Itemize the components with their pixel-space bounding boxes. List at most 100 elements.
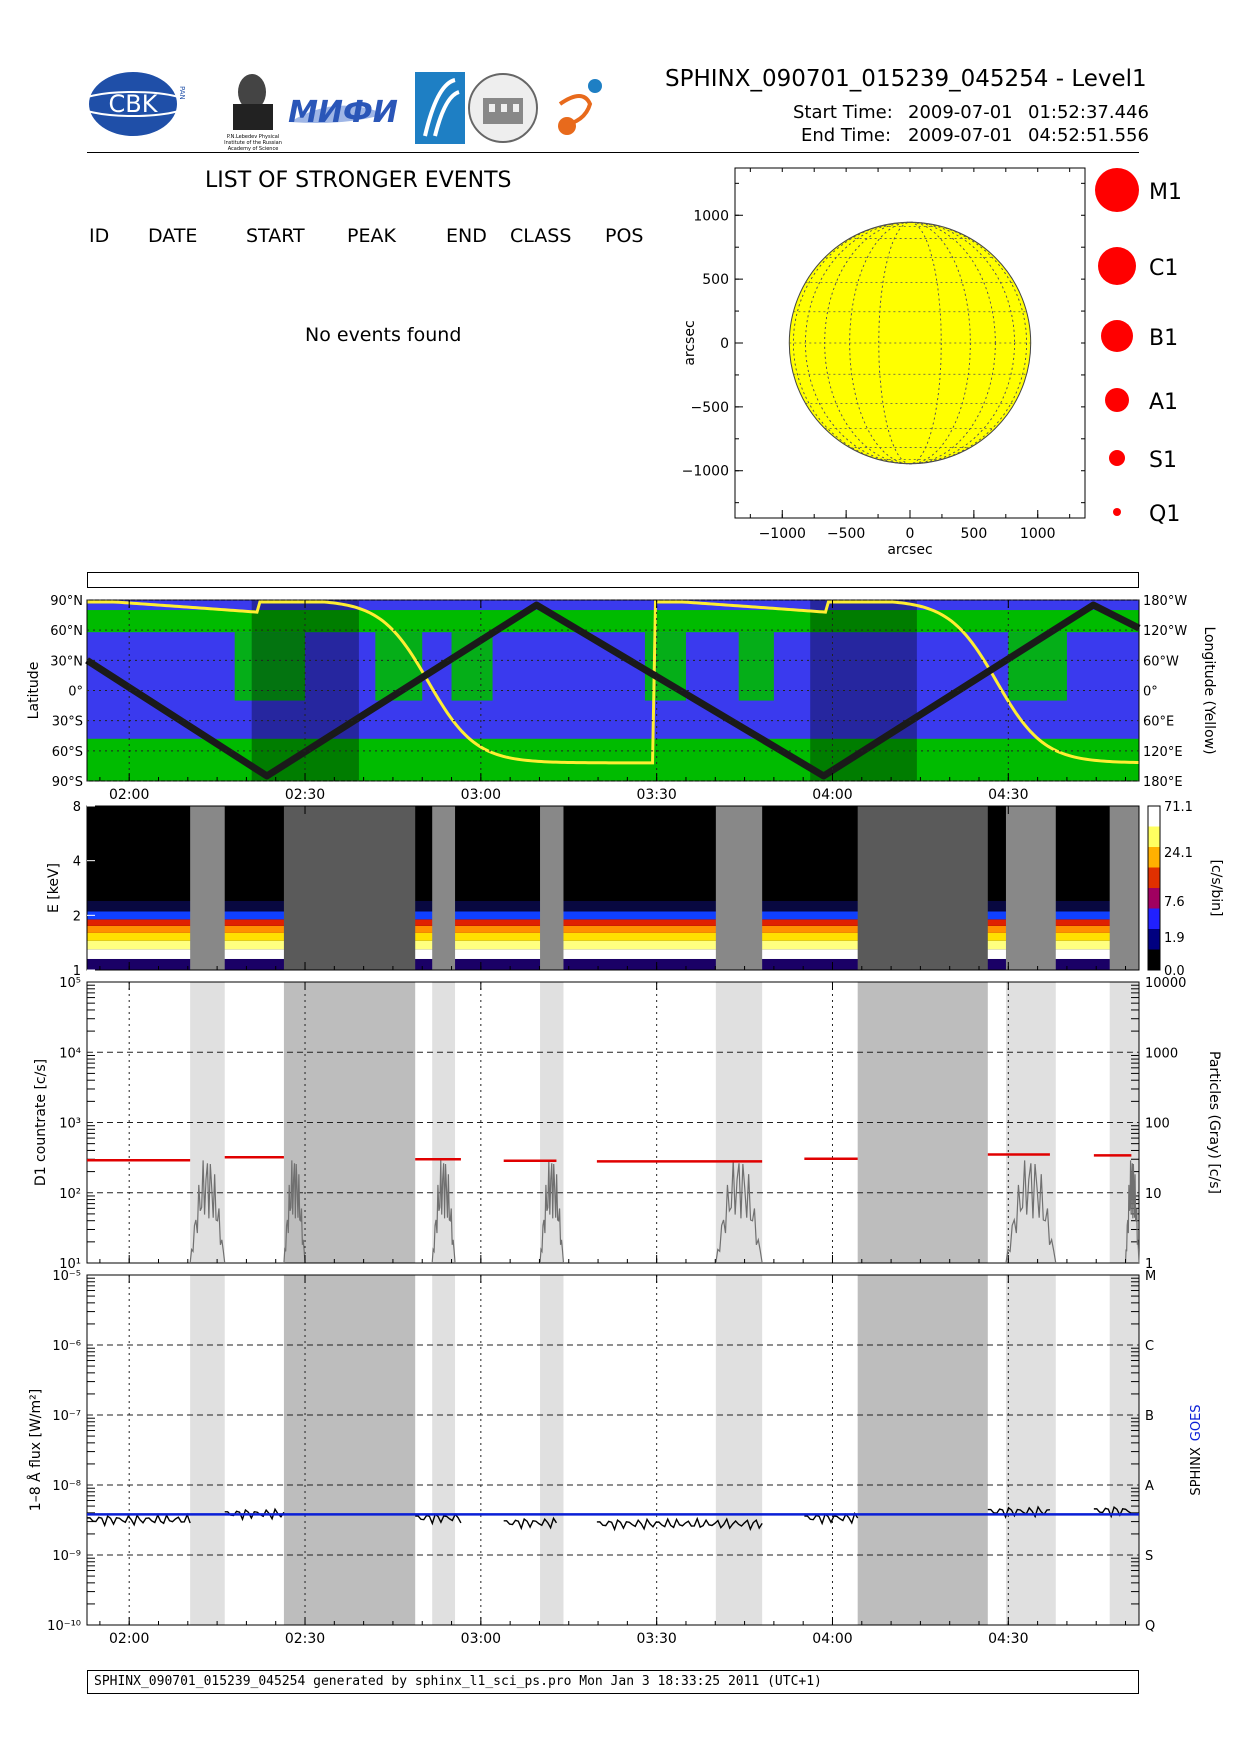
end-date: 2009-07-01 [908, 125, 1013, 146]
flux-y2tick-label: A [1145, 1479, 1154, 1494]
class-legend-label: C1 [1149, 256, 1178, 281]
time-tick-label: 02:00 [109, 787, 149, 803]
sphinx-flux-line [415, 1513, 462, 1526]
footer-caption: SPHINX_090701_015239_045254 generated by… [87, 1670, 1139, 1694]
solar-longitude-line [824, 221, 996, 465]
spectrogram-gap-dark [283, 806, 416, 970]
class-legend-label: B1 [1149, 326, 1178, 351]
flux-y2tick-label: B [1145, 1409, 1154, 1424]
start-time-label: Start Time: [793, 102, 893, 123]
sun-map-xtick-label: −500 [827, 526, 865, 542]
flux-gap [432, 1275, 456, 1625]
spectrogram-band [87, 900, 1139, 912]
flux-gap-dark [857, 1275, 988, 1625]
orbit-y2tick-label: 60°W [1143, 654, 1179, 669]
sphinx-flux-line [987, 1505, 1050, 1520]
sphinx-flux-line [804, 1511, 859, 1526]
spectrogram-gap [715, 806, 763, 970]
start-time: 01:52:37.446 [1028, 102, 1149, 123]
colorbar-segment [1148, 949, 1160, 971]
orbit-y2tick-label: 120°W [1143, 624, 1187, 639]
orbit-land-patch [234, 632, 306, 701]
class-legend-label: A1 [1149, 390, 1178, 415]
sun-map-ytick-label: 500 [702, 272, 729, 288]
flux-ylabel: 1–8 Å flux [W/m²] [27, 1389, 44, 1511]
spectrogram-ytick-label: 2 [73, 909, 81, 924]
flux-gap-dark [283, 1275, 416, 1625]
class-legend-label: S1 [1149, 448, 1177, 473]
flux-y2tick-label: Q [1145, 1619, 1155, 1634]
svg-text:Academy of Science: Academy of Science [228, 146, 279, 152]
orbit-y2label: Longitude (Yellow) [1201, 626, 1217, 754]
class-legend-dot [1105, 388, 1129, 412]
countrate-ytick-label: 10⁵ [59, 976, 81, 991]
flux-y2label-sphinx: SPHINX [1189, 1447, 1204, 1495]
particles-line [431, 1160, 456, 1264]
orbit-ytick-label: 30°S [52, 715, 83, 730]
spectrogram-band [87, 925, 1139, 933]
countrate-y2tick-label: 1000 [1145, 1046, 1178, 1061]
particles-line [1005, 1160, 1057, 1264]
flux-y2tick-label: S [1145, 1549, 1153, 1564]
time-tick-label: 02:00 [109, 1631, 149, 1647]
colorbar-segment [1148, 929, 1160, 950]
svg-text:P.N.Lebedev Physical: P.N.Lebedev Physical [227, 134, 279, 140]
logo-strip: CBK PAN P.N.Lebedev Physical Institute o… [85, 72, 602, 152]
time-tick-label: 02:30 [285, 1631, 325, 1647]
orbit-y2tick-label: 0° [1143, 685, 1158, 700]
countrate-y2tick-label: 100 [1145, 1117, 1170, 1132]
solar-longitude-line [805, 221, 1015, 465]
spectrogram-gap [540, 806, 564, 970]
spectrogram-gap [1005, 806, 1056, 970]
orbit-ylabel: Latitude [26, 662, 42, 720]
spectrogram-ytick-label: 8 [73, 800, 81, 815]
spectrogram-band [87, 919, 1139, 926]
flux-gap [540, 1275, 564, 1625]
flux-gap [190, 1275, 225, 1625]
countrate-y2tick-label: 10000 [1145, 976, 1186, 991]
flux-gap [1005, 1275, 1056, 1625]
flux-frame [86, 1274, 1140, 1626]
time-tick-label: 03:00 [461, 1631, 501, 1647]
orbit-latitude-track [85, 601, 1141, 780]
countrate-y2tick-label: 1 [1145, 1257, 1153, 1272]
colorbar-segment [1148, 826, 1160, 848]
sphinx-logo [558, 79, 602, 135]
class-legend-label: Q1 [1149, 502, 1180, 527]
sun-map-xtick-label: 1000 [1020, 526, 1056, 542]
time-tick-label: 04:30 [988, 787, 1028, 803]
colorbar-tick-label: 0.0 [1164, 964, 1185, 979]
svg-text:Institute of the Russian: Institute of the Russian [224, 140, 282, 146]
spectrogram-gap [1109, 806, 1139, 970]
spectrogram-frame [86, 805, 1140, 971]
class-legend-label: M1 [1149, 180, 1182, 205]
colorbar-tick-label: 7.6 [1164, 895, 1185, 910]
solar-longitude-line [793, 221, 1027, 465]
time-tick-label: 03:30 [636, 787, 676, 803]
flux-y2tick-label: M [1145, 1269, 1156, 1284]
sphinx-flux-line [86, 1512, 191, 1528]
particles-line [1124, 1160, 1140, 1264]
header-divider [87, 152, 1139, 153]
orbit-land-patch [738, 632, 774, 701]
flux-ytick-label: 10⁻⁷ [52, 1409, 81, 1424]
sun-map-xtick-label: −1000 [759, 526, 806, 542]
status-bar [87, 572, 1139, 588]
time-tick-label: 03:30 [636, 1631, 676, 1647]
orbit-ytick-label: 90°S [52, 775, 83, 790]
orbit-y2tick-label: 180°W [1143, 594, 1187, 609]
orbit-ytick-label: 90°N [50, 594, 83, 609]
sun-map: −1000 −1000 −500 −500 0 0 500 500 1000 1000 arcsec… [682, 167, 1086, 558]
cbk-logo-sub: PAN [178, 86, 186, 100]
flux-ytick-label: 10⁻⁶ [52, 1339, 81, 1354]
mifi-logo-text: МИФИ [288, 95, 398, 130]
spectrogram-ylabel: E [keV] [46, 863, 62, 913]
colorbar-segment [1148, 867, 1160, 889]
events-col-class: CLASS [510, 225, 572, 247]
sun-map-ylabel: arcsec [682, 320, 698, 365]
events-col-peak: PEAK [347, 225, 396, 247]
countrate-ytick-label: 10² [59, 1187, 81, 1202]
spectrogram-gap [432, 806, 456, 970]
events-col-id: ID [89, 225, 110, 247]
colorbar-tick-label: 1.9 [1164, 931, 1185, 946]
